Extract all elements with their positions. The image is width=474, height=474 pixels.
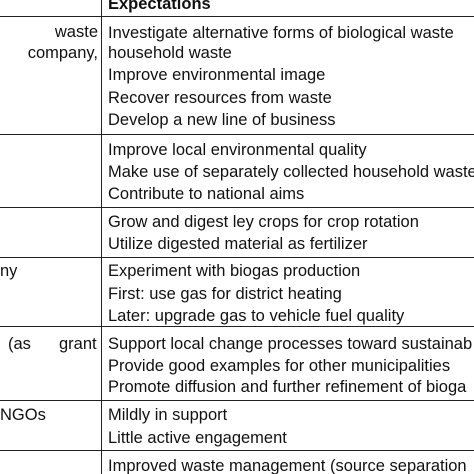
expectation-line: Develop a new line of business [108,111,336,129]
expectation-line: Provide good examples for other municipa… [108,357,451,375]
expectation-line: Mildly in support [108,406,228,424]
stakeholder-cell-line: ny [0,262,18,280]
row-divider-4 [0,326,474,327]
expectation-line: Improved waste management (source separa… [108,457,467,474]
expectation-line: Recover resources from waste [108,89,332,107]
header-divider [0,16,474,17]
stakeholder-cell-line: grant [59,335,97,353]
stakeholder-cell-line: NGOs [0,406,46,424]
stakeholder-cell-line: (as [8,335,31,353]
expectation-line: Support local change processes toward su… [108,335,473,353]
row-divider-2 [0,207,474,208]
row-divider-5 [0,400,474,401]
row-divider-1 [0,134,474,135]
expectation-line: Improve local environmental quality [108,141,367,159]
expectation-line: Make use of separately collected househo… [108,163,474,181]
expectation-line: First: use gas for district heating [108,285,342,303]
expectation-line: Grow and digest ley crops for crop rotat… [108,213,419,231]
row-divider-3 [0,257,474,258]
expectation-line: Promote diffusion and further refinement… [108,378,467,396]
column-divider [101,0,102,474]
stakeholder-cell-line: company, [27,44,98,62]
expectation-line: Investigate alternative forms of biologi… [108,24,454,42]
row-divider-6 [0,450,474,451]
expectation-line: Utilize digested material as fertilizer [108,235,368,253]
expectation-line: Little active engagement [108,429,287,447]
expectation-line: Contribute to national aims [108,185,305,203]
expectation-line: Improve environmental image [108,66,326,84]
expectation-line: Experiment with biogas production [108,262,361,280]
expectation-line: Later: upgrade gas to vehicle fuel quali… [108,307,405,325]
expectation-line: household waste [108,44,232,62]
stakeholder-cell-line: waste [54,23,98,41]
column-header-expectations: Expectations [108,0,211,13]
